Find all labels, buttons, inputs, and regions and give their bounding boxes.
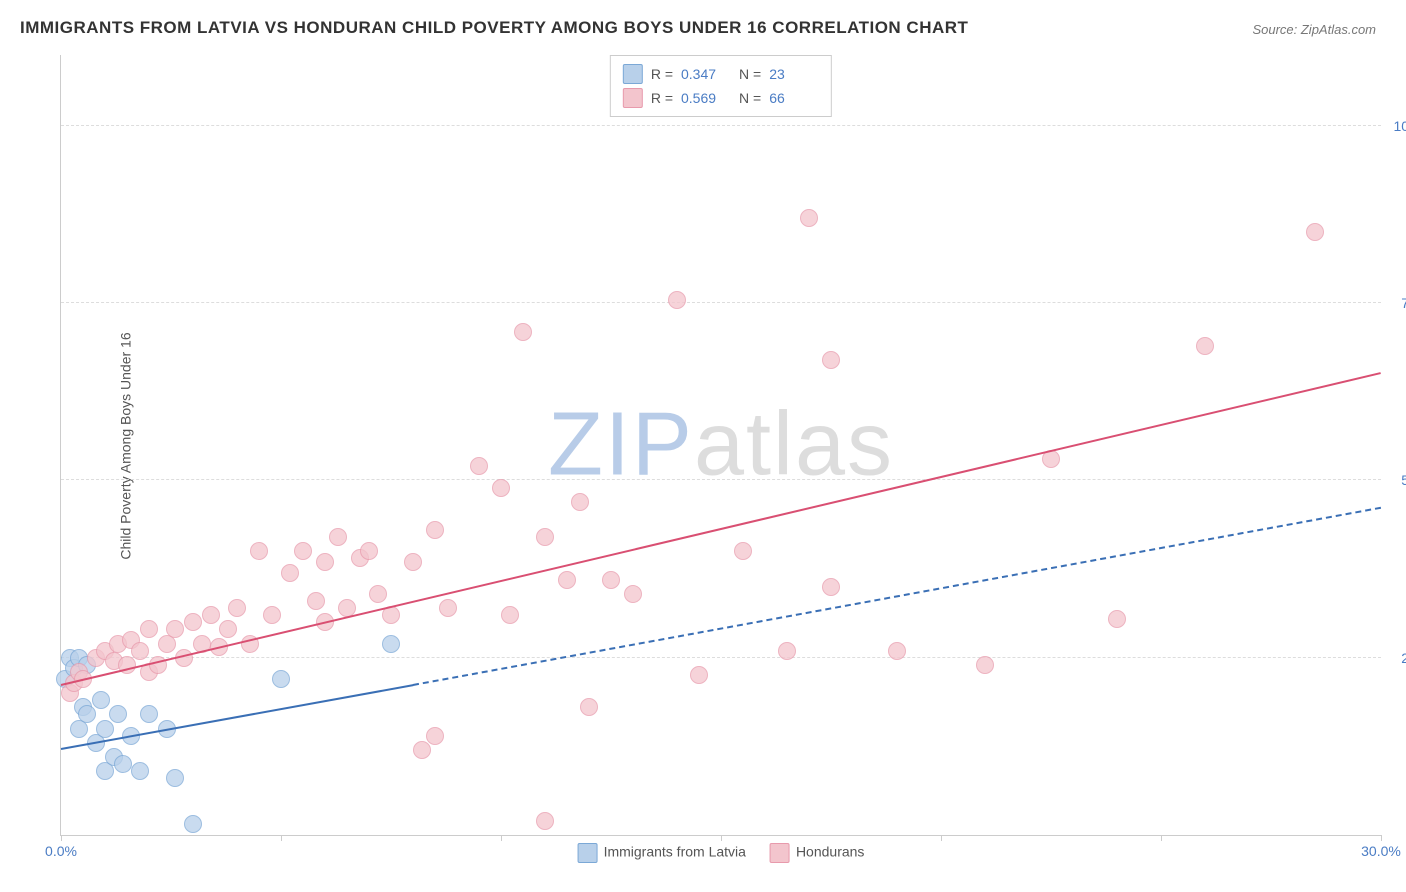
scatter-point xyxy=(382,635,400,653)
scatter-point xyxy=(426,521,444,539)
scatter-point xyxy=(1306,223,1324,241)
x-tick xyxy=(281,835,282,841)
x-tick xyxy=(721,835,722,841)
scatter-point xyxy=(140,705,158,723)
scatter-point xyxy=(624,585,642,603)
scatter-point xyxy=(580,698,598,716)
scatter-point xyxy=(1196,337,1214,355)
y-tick-label: 50.0% xyxy=(1401,472,1406,488)
scatter-point xyxy=(114,755,132,773)
scatter-point xyxy=(426,727,444,745)
legend-stats: R = 0.347 N = 23 R = 0.569 N = 66 xyxy=(610,55,832,117)
legend-swatch xyxy=(578,843,598,863)
legend-label: Hondurans xyxy=(796,844,865,860)
scatter-point xyxy=(228,599,246,617)
x-tick xyxy=(501,835,502,841)
scatter-point xyxy=(219,620,237,638)
scatter-point xyxy=(360,542,378,560)
scatter-point xyxy=(184,815,202,833)
legend-label: Immigrants from Latvia xyxy=(604,844,746,860)
gridline xyxy=(61,657,1381,658)
x-tick-label: 30.0% xyxy=(1361,843,1401,859)
scatter-point xyxy=(281,564,299,582)
x-tick xyxy=(61,835,62,841)
gridline xyxy=(61,125,1381,126)
scatter-point xyxy=(184,613,202,631)
x-tick xyxy=(1381,835,1382,841)
scatter-point xyxy=(404,553,422,571)
r-label: R = xyxy=(651,90,673,106)
r-value: 0.569 xyxy=(681,90,731,106)
scatter-point xyxy=(202,606,220,624)
gridline xyxy=(61,479,1381,480)
y-tick-label: 100.0% xyxy=(1394,118,1406,134)
scatter-point xyxy=(329,528,347,546)
r-value: 0.347 xyxy=(681,66,731,82)
chart-source: Source: ZipAtlas.com xyxy=(1252,22,1376,37)
scatter-point xyxy=(307,592,325,610)
legend-item: Immigrants from Latvia xyxy=(578,843,746,863)
scatter-point xyxy=(501,606,519,624)
n-value: 23 xyxy=(769,66,819,82)
legend-swatch xyxy=(623,64,643,84)
scatter-point xyxy=(668,291,686,309)
scatter-point xyxy=(800,209,818,227)
scatter-point xyxy=(602,571,620,589)
scatter-point xyxy=(492,479,510,497)
x-tick-label: 0.0% xyxy=(45,843,77,859)
scatter-point xyxy=(822,351,840,369)
legend-stat-row: R = 0.347 N = 23 xyxy=(623,62,819,86)
scatter-point xyxy=(536,528,554,546)
scatter-point xyxy=(976,656,994,674)
r-label: R = xyxy=(651,66,673,82)
scatter-point xyxy=(263,606,281,624)
n-value: 66 xyxy=(769,90,819,106)
scatter-point xyxy=(166,620,184,638)
scatter-point xyxy=(294,542,312,560)
gridline xyxy=(61,302,1381,303)
scatter-point xyxy=(571,493,589,511)
scatter-point xyxy=(250,542,268,560)
scatter-point xyxy=(536,812,554,830)
plot-area: ZIPatlas R =0.347N =23R =0.569N =66 Immi… xyxy=(60,55,1381,836)
scatter-point xyxy=(166,769,184,787)
scatter-point xyxy=(316,553,334,571)
scatter-point xyxy=(1108,610,1126,628)
scatter-point xyxy=(514,323,532,341)
scatter-point xyxy=(272,670,290,688)
scatter-point xyxy=(778,642,796,660)
trend-line xyxy=(61,372,1381,686)
n-label: N = xyxy=(739,66,761,82)
scatter-point xyxy=(734,542,752,560)
scatter-point xyxy=(470,457,488,475)
scatter-point xyxy=(369,585,387,603)
scatter-point xyxy=(140,620,158,638)
x-tick xyxy=(941,835,942,841)
chart-container: IMMIGRANTS FROM LATVIA VS HONDURAN CHILD… xyxy=(0,0,1406,892)
legend-item: Hondurans xyxy=(770,843,865,863)
scatter-point xyxy=(78,705,96,723)
scatter-point xyxy=(92,691,110,709)
scatter-point xyxy=(131,762,149,780)
y-tick-label: 75.0% xyxy=(1401,295,1406,311)
y-tick-label: 25.0% xyxy=(1401,650,1406,666)
legend-series: Immigrants from Latvia Hondurans xyxy=(578,843,865,863)
scatter-point xyxy=(109,705,127,723)
legend-stat-row: R = 0.569 N = 66 xyxy=(623,86,819,110)
scatter-point xyxy=(96,720,114,738)
chart-title: IMMIGRANTS FROM LATVIA VS HONDURAN CHILD… xyxy=(20,18,968,38)
scatter-point xyxy=(822,578,840,596)
legend-swatch xyxy=(623,88,643,108)
scatter-point xyxy=(558,571,576,589)
watermark: ZIPatlas xyxy=(548,394,894,497)
scatter-point xyxy=(413,741,431,759)
n-label: N = xyxy=(739,90,761,106)
scatter-point xyxy=(439,599,457,617)
legend-swatch xyxy=(770,843,790,863)
x-tick xyxy=(1161,835,1162,841)
scatter-point xyxy=(131,642,149,660)
scatter-point xyxy=(888,642,906,660)
scatter-point xyxy=(690,666,708,684)
